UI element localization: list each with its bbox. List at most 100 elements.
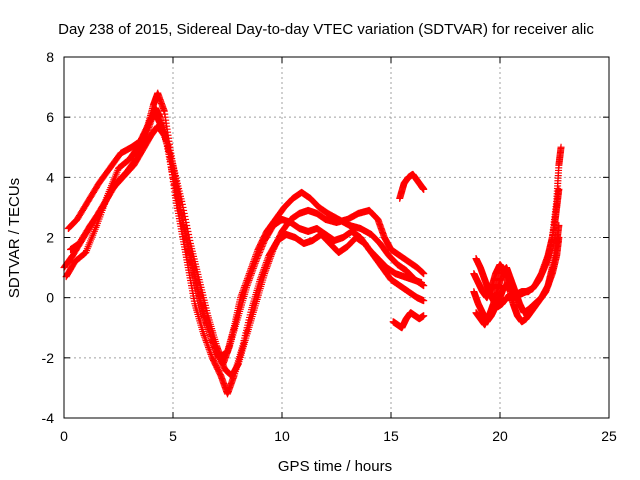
data-point <box>258 243 266 251</box>
data-point <box>246 275 254 283</box>
data-point <box>255 250 263 258</box>
y-tick-label: 4 <box>46 169 54 185</box>
data-point <box>262 260 270 268</box>
data-point <box>100 200 108 208</box>
data-point <box>101 199 109 207</box>
data-point <box>203 338 211 346</box>
data-point <box>260 265 268 273</box>
data-point <box>251 259 259 267</box>
data-point <box>245 276 253 284</box>
data-point <box>178 200 186 208</box>
y-tick-label: 0 <box>46 290 54 306</box>
data-point <box>248 268 256 276</box>
data-point <box>264 255 272 263</box>
data-point <box>420 270 428 278</box>
data-point <box>258 270 266 278</box>
data-point <box>99 202 107 210</box>
data-point <box>97 206 105 214</box>
y-axis-label: SDTVAR / TECUs <box>6 178 23 298</box>
data-point <box>247 270 255 278</box>
data-point <box>251 261 259 269</box>
data-point <box>420 297 428 305</box>
data-point <box>207 350 215 358</box>
y-tick-label: 6 <box>46 109 54 125</box>
data-point <box>244 278 252 286</box>
data-point <box>186 237 194 245</box>
data-point <box>262 258 270 266</box>
data-point <box>263 257 271 265</box>
data-point <box>254 252 262 260</box>
data-point <box>259 267 267 275</box>
chart-title: Day 238 of 2015, Sidereal Day-to-day VTE… <box>58 21 594 38</box>
data-point <box>249 264 257 272</box>
x-tick-label: 10 <box>274 428 290 444</box>
data-point <box>555 234 563 241</box>
data-point <box>252 256 260 264</box>
data-point <box>259 240 267 248</box>
data-point <box>420 312 428 320</box>
data-point <box>418 279 426 287</box>
data-point <box>104 193 112 201</box>
data-point <box>203 340 211 348</box>
data-point <box>185 234 193 241</box>
x-axis-label: GPS time / hours <box>278 458 392 475</box>
series-track-e <box>389 309 428 332</box>
y-tick-label: -4 <box>42 410 55 426</box>
y-axis-ticks: -4 -2 0 2 4 6 8 <box>42 49 609 426</box>
data-point <box>253 255 261 263</box>
data-point <box>181 215 189 223</box>
data-point <box>103 196 111 204</box>
data-point <box>204 342 212 350</box>
data-point <box>259 241 267 249</box>
data-point <box>99 203 107 211</box>
data-point <box>557 143 565 151</box>
series-track-j <box>470 234 563 326</box>
data-point <box>184 227 192 235</box>
data-point <box>247 271 255 279</box>
data-point <box>180 209 188 217</box>
data-point <box>105 191 113 199</box>
data-point <box>200 331 208 339</box>
data-points <box>60 89 565 398</box>
data-point <box>103 194 111 202</box>
data-point <box>261 262 269 270</box>
data-point <box>205 344 213 352</box>
data-point <box>259 269 267 277</box>
data-point <box>555 185 563 193</box>
data-point <box>252 258 260 266</box>
data-point <box>200 330 208 338</box>
data-point <box>206 349 214 357</box>
x-tick-label: 20 <box>492 428 508 444</box>
data-point <box>98 205 106 213</box>
data-point <box>201 335 209 343</box>
data-point <box>555 221 563 229</box>
series-track-f <box>396 170 428 202</box>
data-point <box>208 352 216 360</box>
data-point <box>180 206 188 214</box>
data-point <box>257 244 265 252</box>
data-point <box>257 274 265 282</box>
data-point <box>256 249 264 257</box>
data-point <box>420 185 428 193</box>
y-tick-label: 8 <box>46 49 54 65</box>
data-point <box>201 333 209 341</box>
data-point <box>178 197 186 205</box>
data-point <box>181 212 189 220</box>
y-tick-label: 2 <box>46 230 54 246</box>
data-point <box>256 247 264 255</box>
data-point <box>261 264 269 272</box>
data-point <box>246 273 254 281</box>
data-point <box>250 263 258 271</box>
data-point <box>183 221 191 229</box>
data-point <box>202 337 210 345</box>
data-point <box>249 266 257 274</box>
series-track-b <box>62 89 428 362</box>
x-tick-label: 0 <box>60 428 68 444</box>
data-point <box>205 345 213 353</box>
data-point <box>183 224 191 232</box>
data-point <box>206 347 214 355</box>
data-point <box>102 197 110 205</box>
data-point <box>244 280 252 288</box>
series-track-c <box>64 107 428 398</box>
